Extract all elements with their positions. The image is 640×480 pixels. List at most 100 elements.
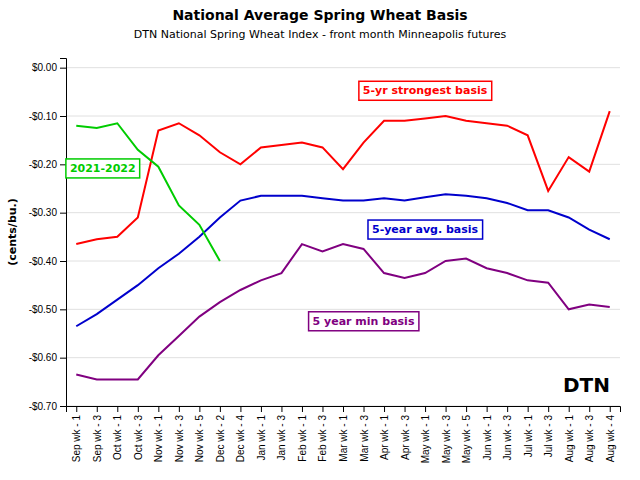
series-line bbox=[76, 244, 609, 379]
plot: $0.00-$0.10-$0.20-$0.30-$0.40-$0.50-$0.6… bbox=[29, 59, 621, 464]
series-label: 5 year min basis bbox=[309, 312, 419, 331]
series-label-text: 5-yr strongest basis bbox=[363, 84, 488, 97]
series-line bbox=[76, 111, 609, 244]
x-tick-label: Jan wk - 1 bbox=[256, 415, 267, 461]
series-label-text: 5 year min basis bbox=[313, 315, 415, 328]
x-tick-mark bbox=[261, 406, 262, 412]
x-tick-mark bbox=[199, 406, 200, 412]
y-tick: -$0.60 bbox=[29, 352, 66, 363]
grid-line bbox=[66, 261, 620, 262]
y-tick-mark bbox=[60, 68, 66, 69]
x-tick-label: Dec wk - 4 bbox=[235, 415, 246, 463]
y-tick-mark bbox=[60, 116, 66, 117]
x-tick: Jul wk - 1 bbox=[523, 406, 534, 457]
y-tick: -$0.20 bbox=[29, 159, 66, 170]
x-tick-label: Jul wk - 3 bbox=[543, 415, 554, 458]
x-tick-label: Nov wk - 3 bbox=[174, 415, 185, 463]
grid-line bbox=[66, 357, 620, 358]
series-label-text: 5-year avg. basis bbox=[372, 223, 479, 236]
series-line bbox=[76, 194, 609, 326]
series-line bbox=[76, 123, 220, 261]
x-tick-label: Aug wk - 3 bbox=[584, 415, 595, 463]
x-tick: Jun wk - 1 bbox=[482, 406, 493, 461]
x-tick: Dec wk - 4 bbox=[235, 406, 246, 462]
x-tick-label: Jun wk - 1 bbox=[482, 415, 493, 461]
x-tick-mark bbox=[446, 406, 447, 412]
grid-line bbox=[66, 116, 620, 117]
x-tick-label: May wk - 5 bbox=[461, 415, 472, 464]
x-tick: May wk - 3 bbox=[441, 406, 452, 463]
grid bbox=[66, 68, 620, 406]
x-tick-mark bbox=[487, 406, 488, 412]
x-tick-mark bbox=[405, 406, 406, 412]
y-tick: -$0.30 bbox=[29, 207, 66, 218]
y-tick-mark bbox=[60, 164, 66, 165]
x-tick: Sep wk - 1 bbox=[71, 406, 82, 462]
x-tick-mark bbox=[466, 406, 467, 412]
y-tick-label: -$0.20 bbox=[29, 159, 58, 170]
series-label: 5-yr strongest basis bbox=[359, 81, 492, 100]
x-tick: Feb wk - 3 bbox=[317, 406, 328, 462]
series-labels: 5-yr strongest basis 5-year avg. basis 5 y… bbox=[66, 81, 492, 331]
y-axis-line bbox=[60, 59, 67, 407]
series-label-box bbox=[309, 312, 419, 331]
x-tick-mark bbox=[302, 406, 303, 412]
x-tick-label: Mar wk - 1 bbox=[338, 415, 349, 462]
y-tick-label: -$0.30 bbox=[29, 207, 58, 218]
x-tick: Aug wk - 3 bbox=[584, 406, 595, 462]
x-tick-label: Jun wk - 3 bbox=[502, 415, 513, 461]
grid-line bbox=[66, 212, 620, 213]
x-tick: Nov wk - 1 bbox=[153, 406, 164, 462]
x-tick-mark bbox=[610, 406, 611, 412]
x-tick-label: Aug wk - 4 bbox=[605, 415, 616, 463]
x-tick-label: Jan wk - 3 bbox=[276, 415, 287, 461]
x-tick-mark bbox=[364, 406, 365, 412]
marks bbox=[76, 111, 609, 379]
x-tick: Feb wk - 1 bbox=[297, 406, 308, 462]
x-tick: Jan wk - 1 bbox=[256, 406, 267, 461]
y-tick-mark bbox=[60, 406, 66, 407]
x-tick-mark bbox=[528, 406, 529, 412]
x-tick: Nov wk - 5 bbox=[194, 406, 205, 462]
x-tick-label: Sep wk - 3 bbox=[92, 415, 103, 463]
x-axis: Sep wk - 1Sep wk - 3Oct wk - 1Oct wk - 3… bbox=[67, 406, 621, 463]
series-label-box bbox=[66, 159, 140, 178]
x-tick: Apr wk - 1 bbox=[379, 406, 390, 460]
y-tick-mark bbox=[60, 309, 66, 310]
y-tick-label: -$0.60 bbox=[29, 352, 58, 363]
grid-line bbox=[66, 67, 620, 68]
x-tick: Sep wk - 3 bbox=[92, 406, 103, 462]
x-tick-mark bbox=[507, 406, 508, 412]
x-tick-mark bbox=[425, 406, 426, 412]
x-tick-mark bbox=[240, 406, 241, 412]
x-tick-label: Aug wk - 1 bbox=[564, 415, 575, 463]
y-tick-mark bbox=[60, 261, 66, 262]
x-tick-mark bbox=[281, 406, 282, 412]
title: National Average Spring Wheat Basis bbox=[172, 7, 467, 23]
x-tick-label: Feb wk - 1 bbox=[297, 415, 308, 462]
x-tick: Aug wk - 1 bbox=[564, 406, 575, 462]
grid-line bbox=[66, 164, 620, 165]
x-tick-mark bbox=[220, 406, 221, 412]
x-tick: May wk - 1 bbox=[420, 406, 431, 463]
x-tick-label: May wk - 1 bbox=[420, 415, 431, 464]
x-tick: Mar wk - 1 bbox=[338, 406, 349, 462]
x-tick: Mar wk - 3 bbox=[359, 406, 370, 462]
x-tick: Jun wk - 3 bbox=[502, 406, 513, 461]
x-tick-label: Oct wk - 3 bbox=[133, 415, 144, 460]
series-label-text: 2021-2022 bbox=[70, 162, 136, 175]
y-tick-label: -$0.50 bbox=[29, 304, 58, 315]
x-tick-mark bbox=[548, 406, 549, 412]
y-tick-mark bbox=[60, 358, 66, 359]
x-tick-label: Mar wk - 3 bbox=[359, 415, 370, 462]
x-tick-mark bbox=[384, 406, 385, 412]
x-tick-mark bbox=[97, 406, 98, 412]
x-tick-label: Dec wk - 2 bbox=[215, 415, 226, 463]
y-tick: -$0.10 bbox=[29, 111, 66, 122]
x-tick-label: Apr wk - 1 bbox=[379, 415, 390, 460]
x-tick-mark bbox=[179, 406, 180, 412]
x-tick-label: Jul wk - 1 bbox=[523, 415, 534, 458]
y-tick-label: -$0.10 bbox=[29, 111, 58, 122]
series-label-box bbox=[368, 220, 483, 239]
x-tick: Aug wk - 4 bbox=[605, 406, 616, 462]
